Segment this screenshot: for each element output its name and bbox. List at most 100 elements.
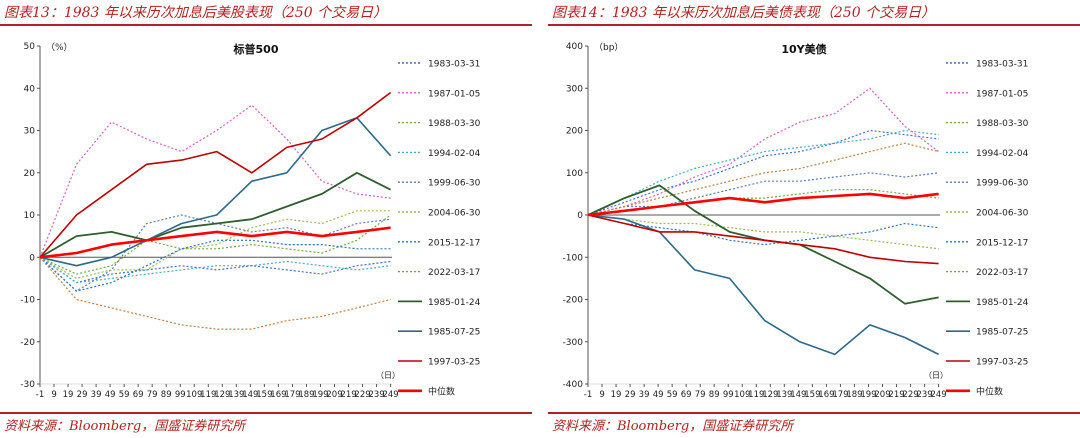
y-tick-label: -400 bbox=[563, 380, 584, 390]
y-tick-label: 300 bbox=[566, 84, 583, 94]
x-tick-label: 239 bbox=[916, 390, 932, 400]
x-tick-label: 149 bbox=[790, 390, 806, 400]
x-tick-label: 9 bbox=[51, 390, 56, 400]
x-tick-label: 79 bbox=[147, 390, 158, 400]
series-line bbox=[587, 214, 939, 265]
x-tick-label: 189 bbox=[298, 390, 314, 400]
series-line bbox=[587, 192, 939, 217]
legend-label: 中位数 bbox=[428, 385, 455, 397]
y-tick-label: 10 bbox=[24, 211, 36, 221]
legend-label: 1997-03-25 bbox=[428, 358, 480, 368]
x-tick-label: 89 bbox=[161, 390, 172, 400]
x-tick-label: 109 bbox=[186, 390, 202, 400]
legend-label: 1985-07-25 bbox=[976, 328, 1028, 338]
x-tick-label: -1 bbox=[36, 390, 44, 400]
x-tick-label: 19 bbox=[611, 390, 622, 400]
legend-label: 1994-02-04 bbox=[428, 149, 481, 159]
series-line bbox=[39, 171, 392, 259]
figure-title: 图表13：1983 年以来历次加息后美股表现（250 个交易日） bbox=[4, 5, 388, 21]
x-tick-label: 59 bbox=[119, 390, 130, 400]
x-tick-label: 99 bbox=[175, 390, 186, 400]
y-tick-label: -20 bbox=[20, 338, 35, 348]
x-tick-label: 139 bbox=[776, 390, 792, 400]
x-tick-label: 239 bbox=[368, 390, 384, 400]
x-tick-label: 179 bbox=[284, 390, 300, 400]
series-line bbox=[39, 91, 392, 258]
series-line bbox=[39, 210, 391, 279]
series-line bbox=[39, 117, 392, 267]
y-tick-label: 50 bbox=[24, 42, 36, 52]
source-rule bbox=[548, 412, 1080, 414]
series-line bbox=[39, 214, 391, 292]
x-tick-label: 159 bbox=[256, 390, 272, 400]
y-tick-label: 200 bbox=[566, 127, 583, 137]
legend-label: 1999-06-30 bbox=[428, 179, 481, 189]
x-tick-label: 139 bbox=[228, 390, 244, 400]
y-tick-label: 0 bbox=[577, 211, 583, 221]
x-tick-label: 39 bbox=[639, 390, 650, 400]
x-unit-label: （日） bbox=[924, 371, 948, 380]
source-note: 资料来源：Bloomberg，国盛证券研究所 bbox=[4, 419, 246, 434]
x-tick-label: 149 bbox=[242, 390, 258, 400]
x-tick-label: 229 bbox=[354, 390, 370, 400]
chart-title: 10Y美债 bbox=[781, 42, 826, 56]
x-tick-label: 89 bbox=[709, 390, 720, 400]
x-tick-label: 29 bbox=[625, 390, 636, 400]
us10y-figure-panel: 图表14：1983 年以来历次加息后美债表现（250 个交易日） 400 300 2… bbox=[548, 0, 1080, 438]
legend-label: 1983-03-31 bbox=[976, 60, 1028, 70]
legend-label: 1985-01-24 bbox=[976, 298, 1029, 308]
y-unit-label: （%） bbox=[46, 42, 73, 53]
series-line bbox=[39, 256, 391, 330]
x-tick-label: 199 bbox=[312, 390, 328, 400]
x-tick-label: 69 bbox=[681, 390, 692, 400]
x-tick-label: 249 bbox=[382, 390, 398, 400]
x-tick-label: 9 bbox=[599, 390, 604, 400]
x-tick-label: 209 bbox=[326, 390, 342, 400]
figure-title: 图表14：1983 年以来历次加息后美债表现（250 个交易日） bbox=[552, 5, 936, 21]
x-tick-label: 169 bbox=[818, 390, 834, 400]
x-tick-label: 199 bbox=[860, 390, 876, 400]
series-line bbox=[39, 214, 391, 275]
x-tick-label: 179 bbox=[832, 390, 848, 400]
x-tick-label: 169 bbox=[270, 390, 286, 400]
x-tick-label: 119 bbox=[748, 390, 764, 400]
x-tick-label: 219 bbox=[340, 390, 356, 400]
x-tick-label: 159 bbox=[804, 390, 820, 400]
x-tick-label: 69 bbox=[133, 390, 144, 400]
series-line bbox=[587, 172, 939, 216]
us10y-line-chart: 400 300 200 100 0 -100 -200 -300 -400 （bp） -1 9 19 29… bbox=[563, 42, 1029, 400]
legend-label: 2015-12-17 bbox=[976, 238, 1028, 248]
x-tick-label: 49 bbox=[653, 390, 664, 400]
x-tick-label: 79 bbox=[695, 390, 706, 400]
y-tick-label: -30 bbox=[20, 380, 35, 390]
legend-label: 1994-02-04 bbox=[976, 149, 1029, 159]
x-tick-label: 129 bbox=[214, 390, 230, 400]
y-tick-label: -200 bbox=[563, 296, 584, 306]
x-tick-label: 219 bbox=[888, 390, 904, 400]
x-unit-label: （日） bbox=[376, 371, 400, 380]
legend-label: 1999-06-30 bbox=[976, 179, 1029, 189]
y-tick-label: 100 bbox=[566, 169, 583, 179]
y-tick-label: 40 bbox=[24, 84, 36, 94]
x-tick-label: 39 bbox=[91, 390, 102, 400]
x-tick-label: 129 bbox=[762, 390, 778, 400]
x-tick-label: 119 bbox=[200, 390, 216, 400]
source-rule bbox=[0, 412, 532, 414]
series-line bbox=[587, 87, 939, 216]
legend-label: 1985-07-25 bbox=[428, 328, 480, 338]
y-tick-label: 20 bbox=[24, 169, 36, 179]
series-line bbox=[587, 214, 939, 246]
x-tick-label: 209 bbox=[874, 390, 890, 400]
chart-title: 标普500 bbox=[233, 42, 279, 56]
legend-label: 2004-06-30 bbox=[976, 209, 1029, 219]
series-line bbox=[587, 214, 939, 356]
legend-label: 1983-03-31 bbox=[428, 60, 480, 70]
title-rule bbox=[548, 24, 1080, 26]
y-tick-label: -300 bbox=[563, 338, 584, 348]
x-tick-label: 59 bbox=[667, 390, 678, 400]
series-line bbox=[587, 142, 939, 216]
legend-label: 1987-01-05 bbox=[428, 89, 480, 99]
y-unit-label: （bp） bbox=[594, 42, 623, 53]
y-tick-label: 30 bbox=[24, 127, 36, 137]
y-tick-label: -100 bbox=[563, 253, 584, 263]
